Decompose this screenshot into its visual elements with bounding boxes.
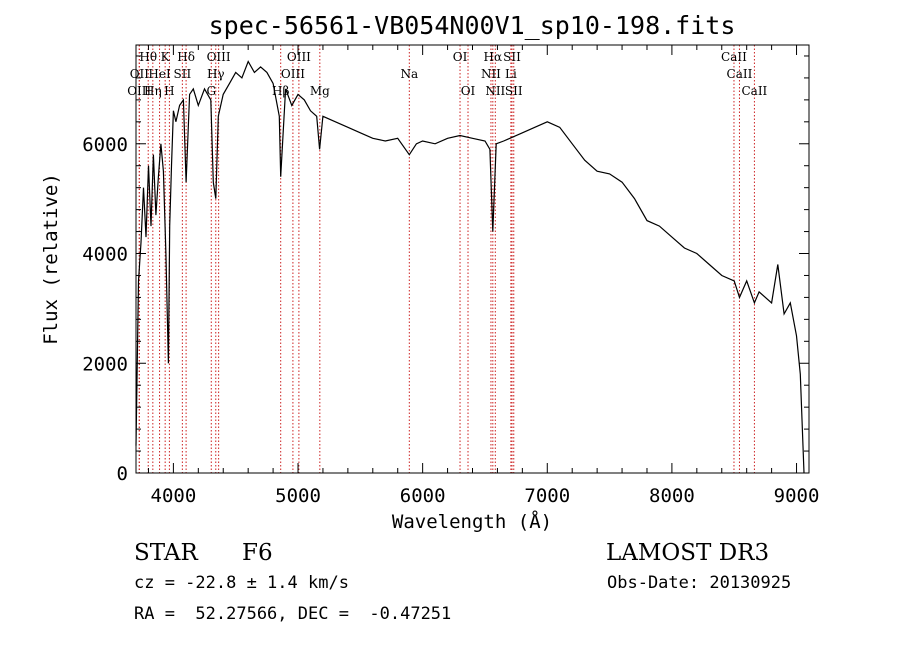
y-tick-label: 0 [117,463,128,485]
x-axis-label: Wavelength (Å) [392,510,552,533]
line-label: SII [505,84,523,98]
survey-name: LAMOST DR3 [606,540,770,566]
x-tick-label: 6000 [400,485,446,507]
y-tick-label: 6000 [82,134,128,156]
line-label: Hα [484,50,503,64]
line-label: NII [485,84,505,98]
line-label: Li [505,67,517,81]
x-tick-label: 9000 [774,485,820,507]
x-tick-label: 5000 [275,485,321,507]
redshift-velocity: cz = -22.8 ± 1.4 km/s [134,573,349,593]
observation-date: Obs-Date: 20130925 [607,573,792,593]
line-label: HeI [148,67,171,81]
line-label: CaII [741,84,767,98]
line-label: NII [481,67,501,81]
line-label: Hδ [177,50,195,64]
line-label: OIII [207,50,231,64]
line-label: Hη [144,84,162,98]
object-class: STAR [134,540,198,566]
y-tick-label: 4000 [82,244,128,266]
line-label: OI [453,50,468,64]
spectrum-series-line [135,60,805,474]
line-label: Hθ [139,50,157,64]
line-label: OI [461,84,476,98]
line-label: OIII [287,50,311,64]
line-label: SII [174,67,192,81]
coordinates: RA = 52.27566, DEC = -0.47251 [134,604,452,624]
x-tick-label: 8000 [649,485,695,507]
line-label: CaII [727,67,753,81]
line-label: OIII [127,84,151,98]
line-label: G [206,84,216,98]
line-label: OIII [281,67,305,81]
line-label: Mg [310,84,330,98]
x-tick-label: 7000 [524,485,570,507]
y-tick-label: 2000 [82,353,128,375]
line-label: Na [400,67,418,81]
line-label: CaII [721,50,747,64]
x-tick-label: 4000 [151,485,197,507]
line-label: OII [130,67,150,81]
line-label: H [164,84,174,98]
object-subclass: F6 [242,540,273,566]
y-axis-label: Flux (relative) [40,173,62,345]
line-label: SII [503,50,521,64]
line-label: Hγ [207,67,225,81]
plot-frame [135,44,810,474]
line-label: K [161,50,171,64]
chart-title: spec-56561-VB054N00V1_sp10-198.fits [209,11,736,40]
